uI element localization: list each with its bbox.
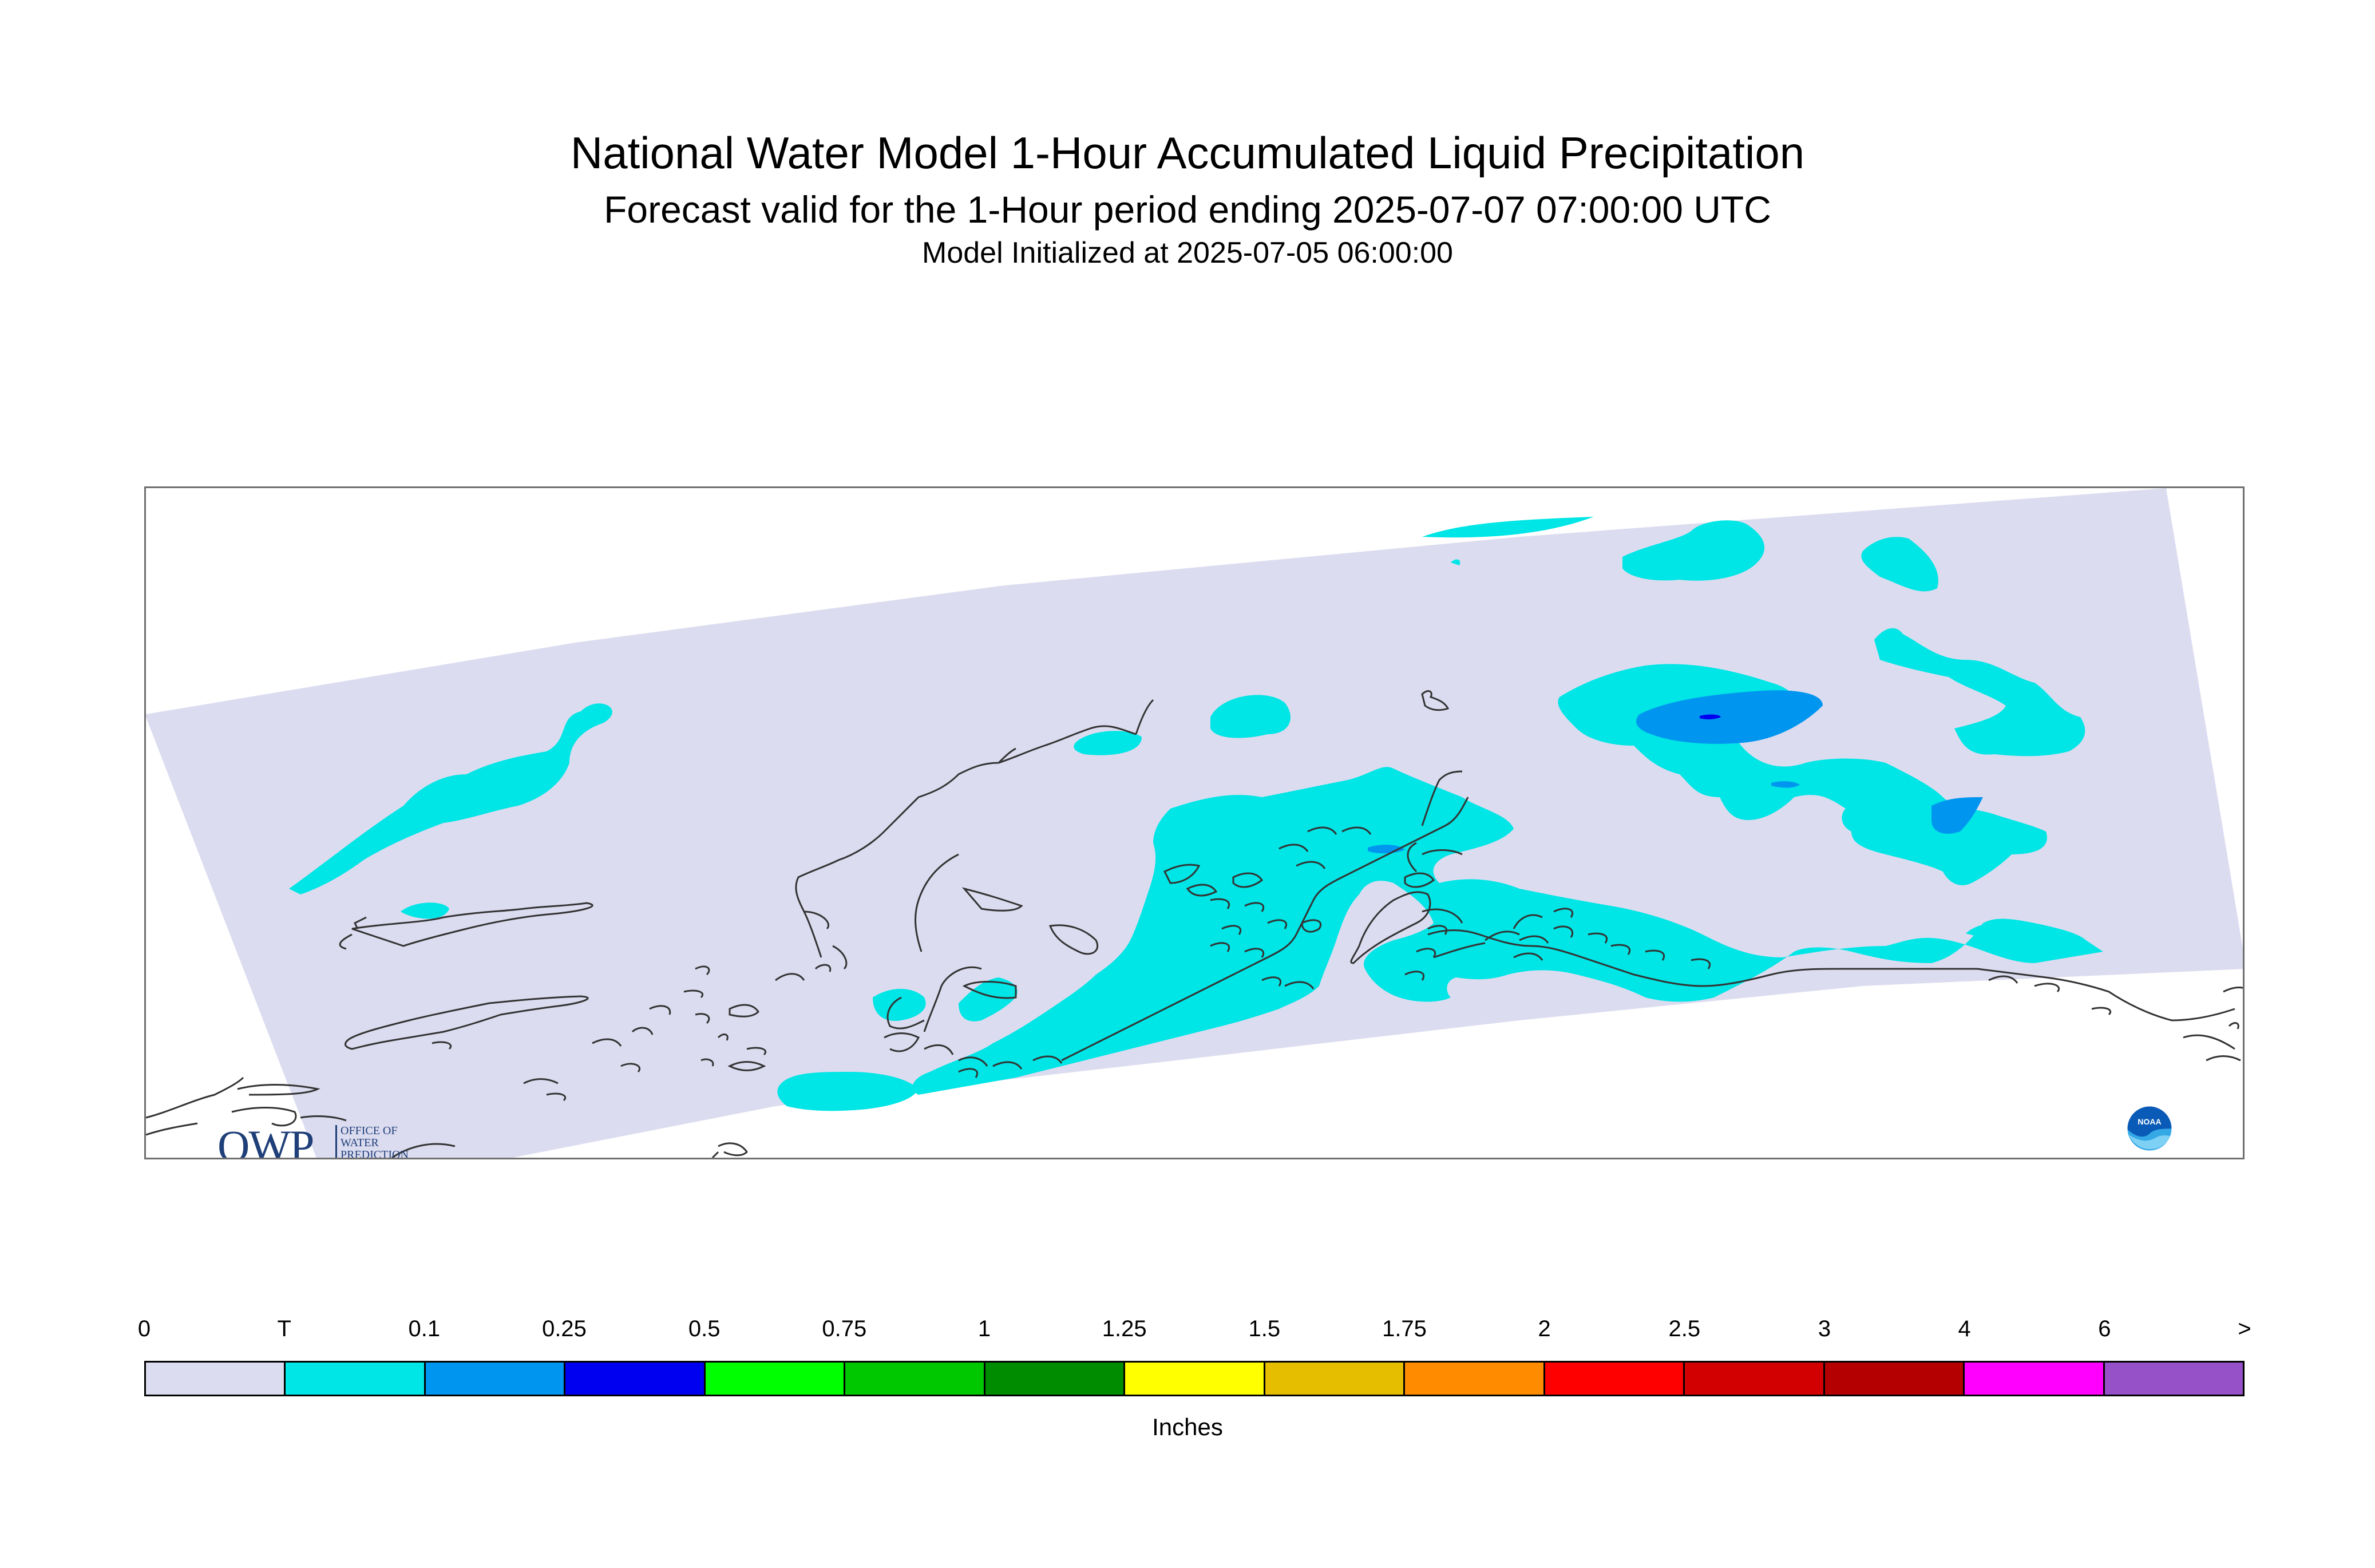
- legend-swatch-8: [1265, 1363, 1406, 1395]
- legend-tick-label: 6: [2098, 1316, 2111, 1341]
- owp-logo-text: OWP: [217, 1121, 314, 1159]
- legend-swatch-6: [985, 1363, 1126, 1395]
- owp-line-3: PREDICTION: [341, 1149, 409, 1159]
- legend-swatch-0: [146, 1363, 286, 1395]
- legend-swatch-7: [1125, 1363, 1265, 1395]
- blue-precip-area: [1700, 714, 1721, 720]
- noaa-logo: NOAA: [2126, 1105, 2173, 1152]
- noaa-logo-text: NOAA: [2138, 1117, 2161, 1126]
- legend-swatch-4: [705, 1363, 846, 1395]
- legend-tick-label: 1: [977, 1316, 991, 1341]
- legend-swatch-10: [1545, 1363, 1685, 1395]
- legend-swatch-3: [565, 1363, 706, 1395]
- legend-tick-label: 1.5: [1248, 1316, 1281, 1341]
- legend-units: Inches: [1152, 1413, 1223, 1440]
- map-title: National Water Model 1-Hour Accumulated …: [570, 128, 1805, 178]
- legend-swatch-13: [1965, 1363, 2105, 1395]
- model-initialized-text: Model Initialized at 2025-07-05 06:00:00: [922, 236, 1453, 270]
- legend-swatch-11: [1685, 1363, 1825, 1395]
- owp-line-2: WATER: [341, 1137, 379, 1149]
- legend-swatch-12: [1824, 1363, 1965, 1395]
- legend-tick-label: 1.25: [1102, 1316, 1147, 1341]
- legend-swatch-9: [1405, 1363, 1545, 1395]
- owp-line-1: OFFICE OF: [341, 1124, 398, 1137]
- legend-swatch-14: [2104, 1363, 2243, 1395]
- legend-tick-label: 0.25: [542, 1316, 587, 1341]
- legend-tick-label: 2: [1538, 1316, 1551, 1341]
- legend-color-bar: [144, 1361, 2245, 1396]
- precipitation-map: OWP OFFICE OF WATER PREDICTION NOAA: [144, 486, 2245, 1159]
- owp-logo: OWP OFFICE OF WATER PREDICTION: [217, 1120, 435, 1159]
- legend-tick-label: >: [2238, 1316, 2251, 1341]
- legend-tick-label: 2.5: [1668, 1316, 1701, 1341]
- legend-tick-label: 4: [1958, 1316, 1971, 1341]
- owp-logo-subtext: OFFICE OF WATER PREDICTION: [335, 1124, 409, 1159]
- coastlines: [146, 690, 2243, 1158]
- legend-tick-label: 0.5: [688, 1316, 721, 1341]
- legend-tick-label: 0: [137, 1316, 151, 1341]
- forecast-valid-subtitle: Forecast valid for the 1-Hour period end…: [604, 188, 1771, 231]
- legend-tick-label: 0.1: [408, 1316, 441, 1341]
- legend-tick-labels: 0 T 0.1 0.25 0.5 0.75 1 1.25 1.5 1.75 2 2.5 3 4 6 >: [138, 1316, 2251, 1351]
- legend-swatch-5: [845, 1363, 985, 1395]
- legend-tick-label: T: [277, 1316, 291, 1341]
- legend-swatch-1: [286, 1363, 426, 1395]
- legend-tick-label: 0.75: [822, 1316, 867, 1341]
- legend-tick-label: 1.75: [1382, 1316, 1427, 1341]
- legend-tick-label: 3: [1818, 1316, 1831, 1341]
- legend-swatch-2: [425, 1363, 566, 1395]
